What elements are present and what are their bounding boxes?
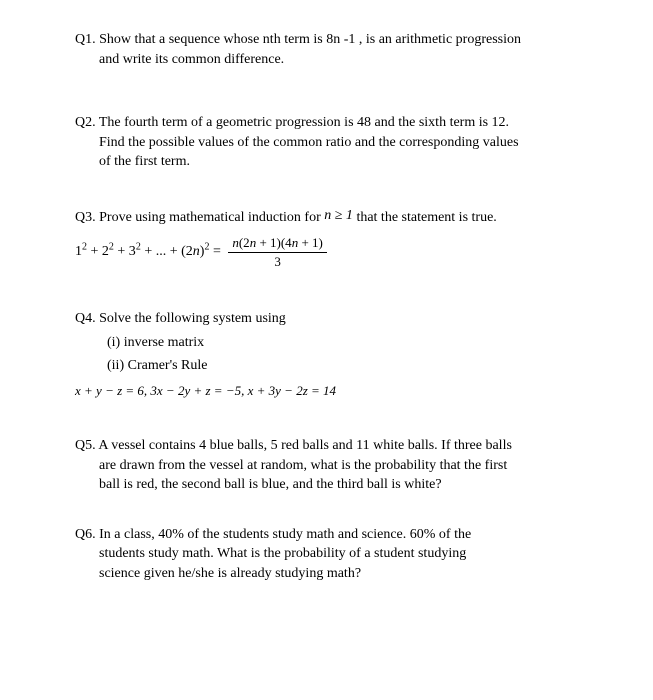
q6-text: Q6. In a class, 40% of the students stud…	[75, 525, 583, 545]
q4-text: Q4. Solve the following system using	[75, 309, 583, 329]
q4-equations: x + y − z = 6, 3x − 2y + z = −5, x + 3y …	[75, 382, 583, 400]
question-1: Q1. Show that a sequence whose nth term …	[75, 30, 583, 69]
q3-condition: n ≥ 1	[324, 208, 353, 223]
question-5: Q5. A vessel contains 4 blue balls, 5 re…	[75, 436, 583, 495]
q4-line1: Solve the following system using	[99, 311, 286, 326]
q3-formula-left: 12 + 22 + 32 + ... + (2n)2 =	[75, 244, 224, 259]
q3-text: Q3. Prove using mathematical induction f…	[75, 208, 583, 228]
q2-line2: Find the possible values of the common r…	[75, 133, 583, 153]
q6-line2: students study math. What is the probabi…	[75, 544, 583, 564]
q2-line3: of the first term.	[75, 152, 583, 172]
q3-numerator: n(2n + 1)(4n + 1)	[228, 234, 327, 253]
q1-text: Q1. Show that a sequence whose nth term …	[75, 30, 583, 50]
q5-label: Q5.	[75, 438, 96, 453]
q1-line2: and write its common difference.	[75, 50, 583, 70]
q3-line1a: Prove using mathematical induction for	[99, 210, 324, 225]
q5-line2: are drawn from the vessel at random, wha…	[75, 456, 583, 476]
q6-label: Q6.	[75, 527, 96, 542]
q1-label: Q1.	[75, 32, 96, 47]
q2-text: Q2. The fourth term of a geometric progr…	[75, 113, 583, 133]
q6-line1: In a class, 40% of the students study ma…	[99, 527, 471, 542]
q3-line1b: that the statement is true.	[353, 210, 497, 225]
q2-line1: The fourth term of a geometric progressi…	[99, 115, 509, 130]
q1-line1: Show that a sequence whose nth term is 8…	[99, 32, 521, 47]
question-2: Q2. The fourth term of a geometric progr…	[75, 113, 583, 172]
q3-label: Q3.	[75, 210, 96, 225]
q5-text: Q5. A vessel contains 4 blue balls, 5 re…	[75, 436, 583, 456]
q5-line3: ball is red, the second ball is blue, an…	[75, 475, 583, 495]
q4-sub-ii: (ii) Cramer's Rule	[75, 356, 583, 376]
q5-line1: A vessel contains 4 blue balls, 5 red ba…	[98, 438, 512, 453]
q3-formula: 12 + 22 + 32 + ... + (2n)2 = n(2n + 1)(4…	[75, 234, 583, 271]
q4-label: Q4.	[75, 311, 96, 326]
question-3: Q3. Prove using mathematical induction f…	[75, 208, 583, 271]
q3-denominator: 3	[228, 253, 327, 271]
q2-label: Q2.	[75, 115, 96, 130]
question-4: Q4. Solve the following system using (i)…	[75, 309, 583, 400]
q4-sub-i: (i) inverse matrix	[75, 333, 583, 353]
q3-fraction: n(2n + 1)(4n + 1) 3	[228, 234, 327, 271]
question-6: Q6. In a class, 40% of the students stud…	[75, 525, 583, 584]
q6-line3: science given he/she is already studying…	[75, 564, 583, 584]
